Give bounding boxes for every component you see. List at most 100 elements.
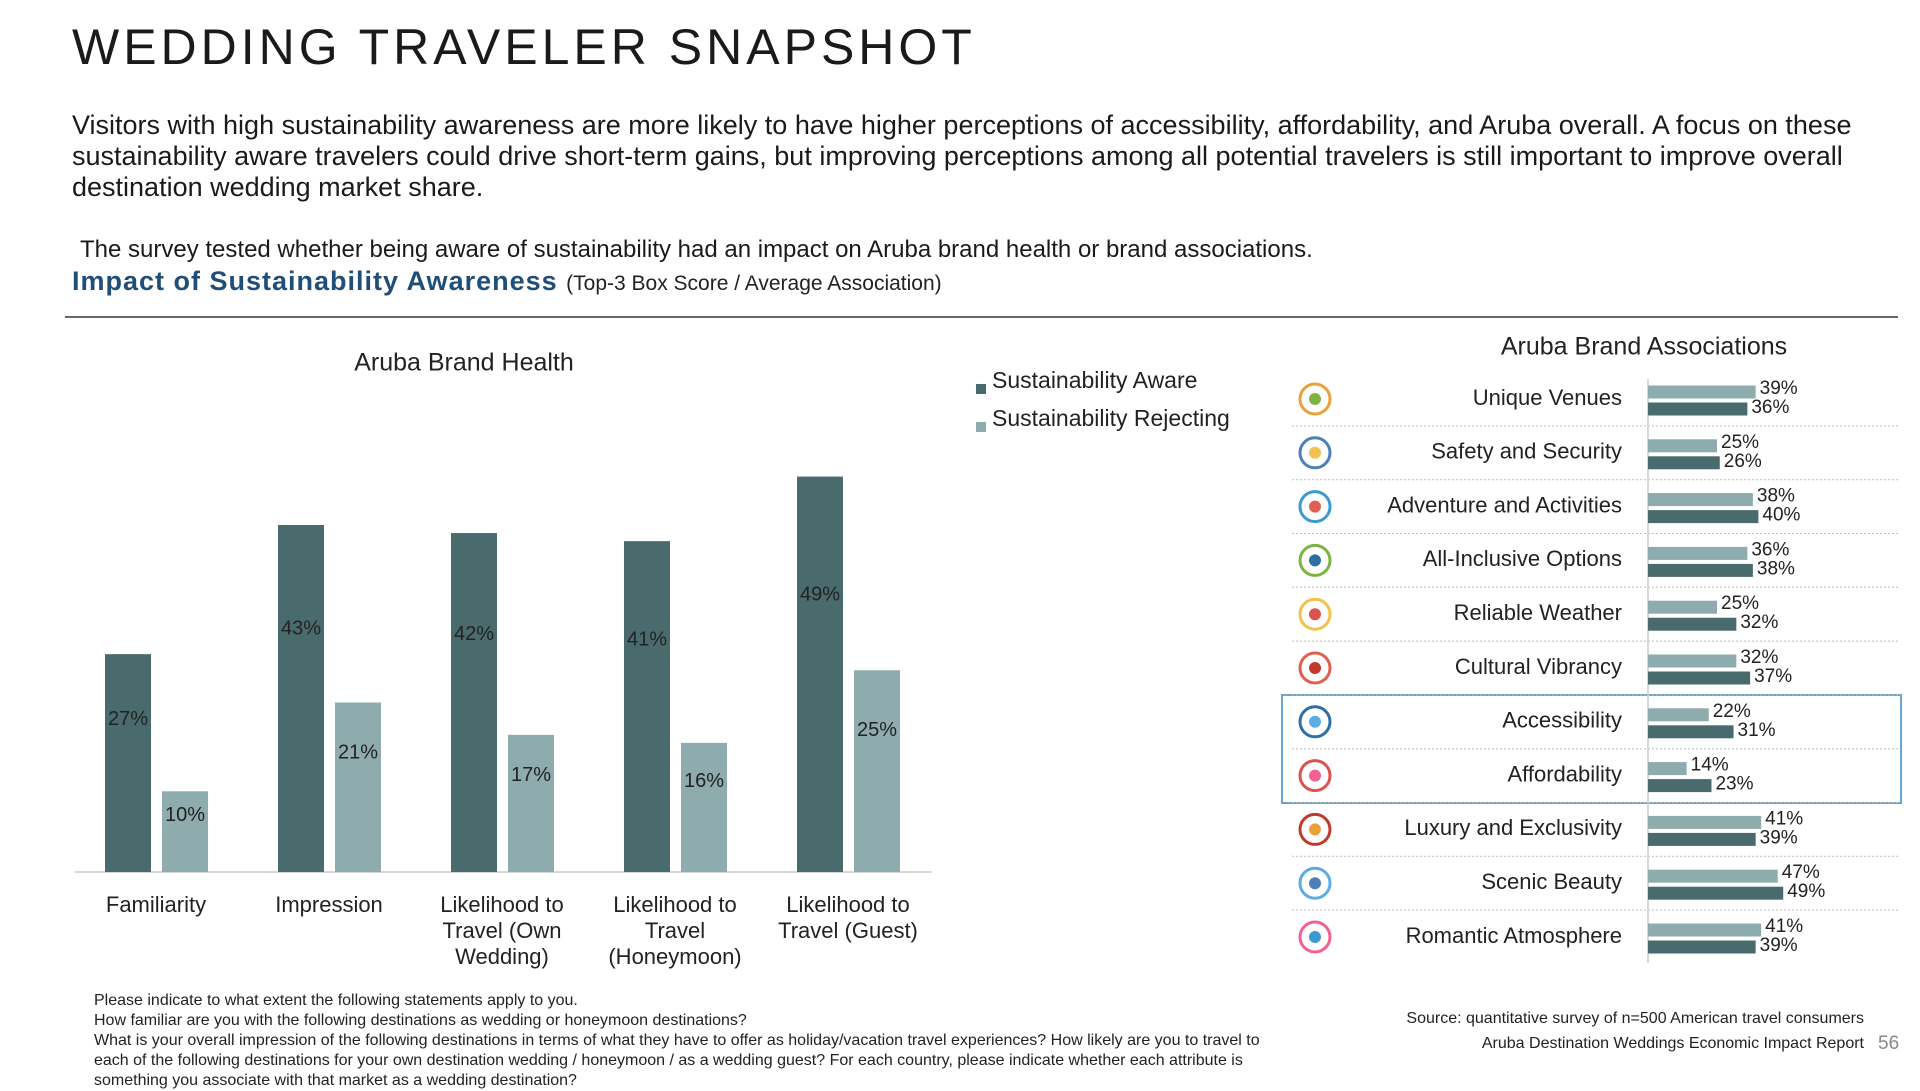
bar: [1648, 600, 1717, 614]
row-icon: [1309, 608, 1321, 621]
bar: [1648, 832, 1756, 846]
bar: [797, 476, 843, 872]
row-icon: [1298, 490, 1332, 524]
bar: [1648, 385, 1756, 399]
bar: [1648, 708, 1709, 722]
row-icon: [1309, 393, 1321, 405]
bar: [1648, 815, 1762, 829]
row-icon: [1309, 715, 1321, 728]
category-label: All-Inclusive Options: [1423, 546, 1622, 571]
bar: [105, 654, 151, 872]
value-label: 36%: [1751, 539, 1789, 560]
row-icon: [1298, 920, 1332, 954]
value-label: 39%: [1760, 827, 1798, 848]
chart-title: Aruba Brand Health: [354, 349, 574, 377]
value-label: 40%: [1762, 505, 1800, 526]
bar: [1648, 510, 1759, 524]
category-label: Cultural Vibrancy: [1455, 654, 1622, 679]
row-icon: [1309, 769, 1321, 782]
bar: [1648, 654, 1737, 668]
value-label: 41%: [1765, 808, 1803, 829]
row-icon: [1309, 823, 1321, 836]
bar: [1648, 923, 1762, 937]
legend-swatch: [976, 384, 986, 394]
bar: [1648, 546, 1748, 560]
note-text: The survey tested whether being aware of…: [80, 236, 1313, 263]
footnote: How familiar are you with the following …: [94, 1012, 747, 1029]
bar: [278, 524, 324, 872]
row-icon: [1298, 866, 1332, 900]
category-label: Reliable Weather: [1454, 600, 1622, 625]
category-label: Unique Venues: [1473, 385, 1622, 410]
bar: [508, 734, 554, 872]
subtitle-detail: (Top-3 Box Score / Average Association): [566, 272, 942, 295]
bar: [681, 742, 727, 872]
source: Source: quantitative survey of n=500 Ame…: [1406, 1010, 1864, 1027]
x-tick-label: Impression: [275, 892, 383, 917]
value-label: 17%: [511, 764, 551, 786]
bar: [1648, 940, 1756, 954]
page-number: 56: [1878, 1033, 1900, 1054]
value-label: 21%: [338, 742, 378, 764]
value-label: 25%: [1721, 432, 1759, 453]
category-label: Affordability: [1507, 761, 1622, 786]
row-icon: [1309, 500, 1321, 513]
slide-title: WEDDING TRAVELER SNAPSHOT: [72, 19, 976, 75]
bar: [1648, 671, 1751, 685]
row-icon: [1309, 931, 1321, 943]
value-label: 37%: [1754, 666, 1792, 687]
legend-label: Sustainability Rejecting: [992, 405, 1230, 431]
row-icon: [1298, 759, 1332, 793]
value-label: 32%: [1740, 612, 1778, 633]
subtitle: Impact of Sustainability Awareness (Top-…: [72, 266, 942, 297]
x-tick-label: Likelihood to Travel (Honeymoon): [608, 892, 742, 969]
value-label: 16%: [684, 770, 724, 792]
bar: [451, 533, 497, 872]
row-icon: [1309, 877, 1321, 890]
value-label: 10%: [165, 804, 205, 826]
category-label: Safety and Security: [1431, 439, 1622, 464]
footnotes: Please indicate to what extent the follo…: [94, 991, 1284, 1091]
value-label: 41%: [627, 629, 667, 651]
category-label: Accessibility: [1502, 708, 1622, 733]
value-label: 32%: [1740, 647, 1778, 668]
category-label: Adventure and Activities: [1387, 492, 1622, 517]
value-label: 36%: [1751, 397, 1789, 418]
row-icon: [1298, 705, 1332, 739]
row-icon: [1298, 812, 1332, 846]
bar: [854, 670, 900, 872]
bar: [1648, 869, 1778, 883]
value-label: 22%: [1713, 701, 1751, 722]
value-label: 49%: [1787, 881, 1825, 902]
value-label: 27%: [108, 708, 148, 730]
value-label: 49%: [800, 583, 840, 605]
x-tick-label: Likelihood to Travel (Guest): [778, 892, 918, 943]
row-icon: [1298, 543, 1332, 577]
bar: [335, 702, 381, 872]
value-label: 25%: [1721, 593, 1759, 614]
row-icon: [1298, 436, 1332, 470]
bar: [1648, 762, 1687, 776]
value-label: 39%: [1760, 378, 1798, 399]
report-name: Aruba Destination Weddings Economic Impa…: [1481, 1035, 1864, 1052]
value-label: 38%: [1757, 558, 1795, 579]
value-label: 31%: [1738, 720, 1776, 741]
bar: [1648, 617, 1737, 631]
row-icon: [1298, 651, 1332, 685]
bar: [1648, 725, 1734, 739]
bar: [1648, 886, 1784, 900]
bar: [624, 541, 670, 872]
intro-text: Visitors with high sustainability awaren…: [72, 110, 1852, 202]
bar: [1648, 493, 1753, 507]
legend-label: Sustainability Aware: [992, 367, 1197, 393]
value-label: 41%: [1765, 916, 1803, 937]
bar: [162, 791, 208, 872]
value-label: 23%: [1715, 774, 1753, 795]
row-icon: [1298, 597, 1332, 631]
x-tick-label: Familiarity: [105, 892, 207, 917]
value-label: 14%: [1691, 755, 1729, 776]
row-icon: [1309, 446, 1321, 459]
bar: [1648, 439, 1717, 453]
category-label: Luxury and Exclusivity: [1404, 815, 1622, 840]
